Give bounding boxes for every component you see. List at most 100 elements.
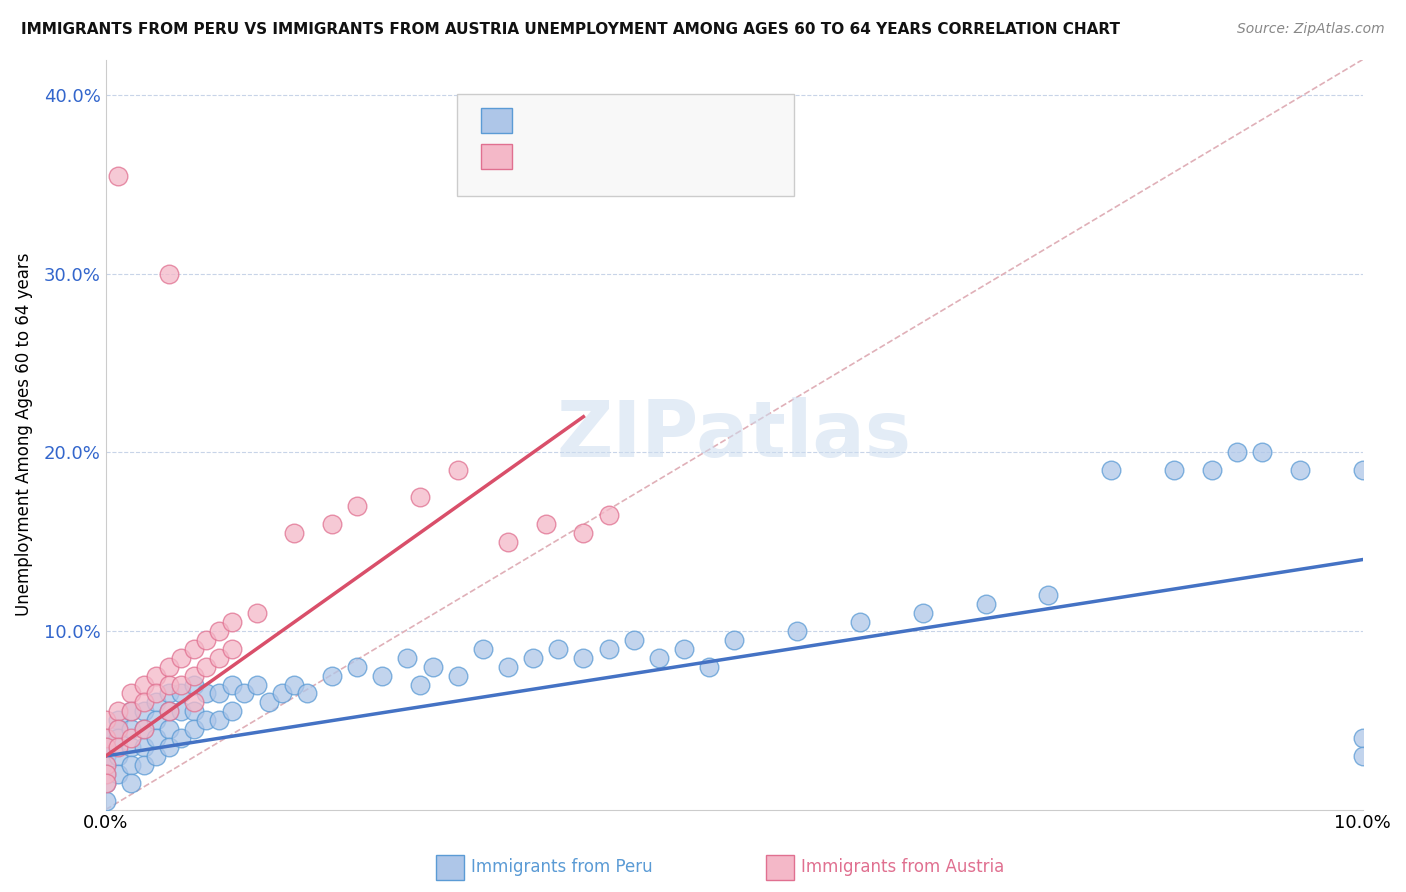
Point (170, 704, 193, 718)
Point (471, 641, 494, 656)
Point (623, 632, 645, 647)
Point (94, 767, 117, 781)
Point (107, 713, 129, 727)
Point (270, 686, 292, 700)
Point (107, 731, 129, 745)
Point (208, 650, 231, 665)
Point (246, 677, 269, 691)
Point (257, 695, 280, 709)
Point (94, 794, 117, 808)
Point (195, 686, 218, 700)
Point (120, 731, 142, 745)
Point (94, 776, 117, 790)
Point (94, 758, 117, 772)
Point (572, 650, 595, 665)
Point (849, 615, 872, 629)
Point (195, 659, 218, 673)
Point (697, 659, 720, 673)
Point (208, 624, 231, 638)
Point (94, 749, 117, 764)
Point (145, 731, 167, 745)
Point (120, 722, 142, 736)
Point (409, 677, 432, 691)
Point (132, 704, 155, 718)
Text: R = 0.357   N = 79: R = 0.357 N = 79 (526, 112, 696, 129)
Point (145, 686, 167, 700)
Point (409, 490, 432, 504)
Point (94, 731, 117, 745)
Point (107, 722, 129, 736)
Point (170, 731, 193, 745)
Point (120, 739, 142, 754)
Point (246, 606, 269, 620)
Point (132, 739, 155, 754)
Point (132, 695, 155, 709)
Point (974, 597, 997, 611)
Text: Source: ZipAtlas.com: Source: ZipAtlas.com (1237, 22, 1385, 37)
Point (94, 739, 117, 754)
Point (1351, 731, 1374, 745)
Point (221, 641, 243, 656)
Point (183, 704, 205, 718)
Point (295, 686, 318, 700)
Point (120, 758, 142, 772)
Point (221, 615, 243, 629)
Point (346, 659, 368, 673)
Point (132, 758, 155, 772)
Point (522, 650, 544, 665)
Point (157, 659, 180, 673)
Point (283, 677, 305, 691)
Point (183, 722, 205, 736)
Point (157, 739, 180, 754)
Point (208, 686, 231, 700)
Y-axis label: Unemployment Among Ages 60 to 64 years: Unemployment Among Ages 60 to 64 years (15, 252, 32, 616)
Point (94, 758, 117, 772)
Point (447, 668, 470, 682)
Point (1226, 445, 1249, 459)
Point (321, 668, 343, 682)
Point (1351, 463, 1374, 477)
Point (157, 704, 180, 718)
Point (1099, 463, 1122, 477)
Point (157, 686, 180, 700)
Point (547, 641, 569, 656)
Point (1251, 445, 1274, 459)
Point (107, 722, 129, 736)
Text: Immigrants from Peru: Immigrants from Peru (471, 858, 652, 876)
Point (786, 624, 808, 638)
Point (145, 713, 167, 727)
Point (1288, 463, 1310, 477)
Point (1201, 463, 1223, 477)
Point (120, 704, 142, 718)
Point (195, 632, 218, 647)
Point (371, 668, 394, 682)
Point (170, 677, 193, 691)
Point (94, 713, 117, 727)
Point (496, 659, 519, 673)
Point (283, 525, 305, 540)
Point (145, 695, 167, 709)
Point (157, 267, 180, 281)
Point (120, 686, 142, 700)
Point (107, 704, 129, 718)
Point (145, 668, 167, 682)
Point (221, 704, 243, 718)
Point (120, 776, 142, 790)
Point (157, 704, 180, 718)
Point (208, 713, 231, 727)
Point (183, 641, 205, 656)
Point (94, 767, 117, 781)
Point (496, 534, 519, 549)
Point (1351, 749, 1374, 764)
Point (157, 722, 180, 736)
Point (221, 677, 243, 691)
Point (723, 632, 745, 647)
Point (1163, 463, 1185, 477)
Point (170, 650, 193, 665)
Point (233, 686, 256, 700)
Point (107, 749, 129, 764)
Point (447, 463, 470, 477)
Text: R = 0.443   N = 41: R = 0.443 N = 41 (526, 147, 696, 165)
Point (672, 641, 695, 656)
Point (534, 516, 557, 531)
